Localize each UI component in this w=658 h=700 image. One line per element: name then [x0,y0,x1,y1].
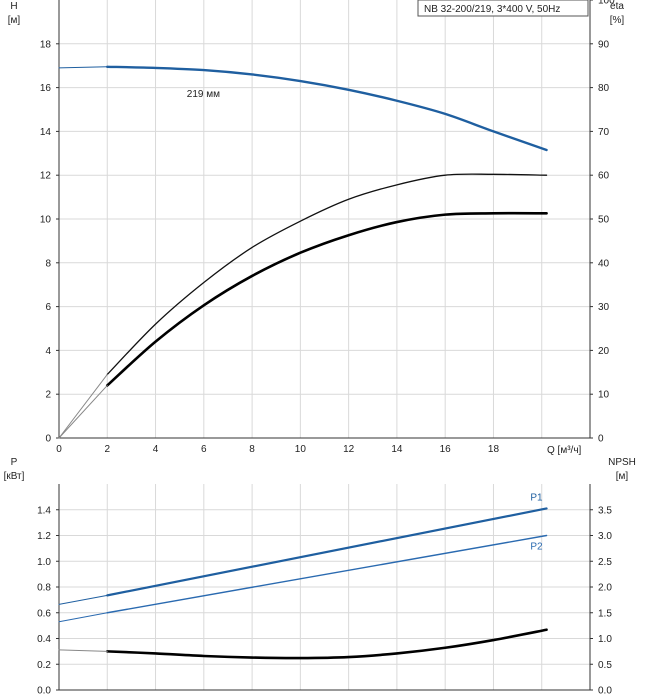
left-tick-label: 1.2 [37,531,51,542]
series-layer [58,65,548,660]
series-head [106,65,548,152]
chart-title: NB 32-200/219, 3*400 V, 50Hz [424,4,560,15]
left-tick-label: 0 [45,434,51,445]
power-axis-unit: [кВт] [4,471,25,482]
right-tick-label: 50 [598,215,610,226]
chart-title-box: NB 32-200/219, 3*400 V, 50Hz [417,0,589,17]
x-tick-label: 16 [440,444,452,455]
npsh-axis-unit: [м] [616,471,629,482]
left-tick-label: 0.6 [37,608,51,619]
axes-layer [56,0,593,691]
eta-axis-title: eta [610,1,624,12]
series-P2-extension [58,612,108,623]
series-eta-pump [106,173,548,376]
x-tick-label: 10 [295,444,307,455]
x-tick-label: 0 [56,444,62,455]
left-tick-label: 4 [45,346,51,357]
series-NPSH-extension [58,649,108,652]
head-axis-title: H [10,1,17,12]
left-tick-label: 0.0 [37,686,51,697]
right-tick-label: 10 [598,390,610,401]
left-tick-label: 14 [40,127,52,138]
grid-layer [58,0,590,691]
left-tick-label: 0.4 [37,634,51,645]
left-tick-label: 2 [45,390,51,401]
right-tick-label: 60 [598,171,610,182]
labels-layer: 0 2 4 6 8 10 12 14 16 18 0 10 20 30 40 50 60 70 80 90 100 0 2 4… [37,0,615,697]
power-axis-title: P [11,457,18,468]
x-tick-label: 8 [249,444,255,455]
left-tick-label: 12 [40,171,52,182]
right-tick-label: 80 [598,83,610,94]
right-tick-label: 3.0 [598,531,612,542]
left-tick-label: 1.0 [37,557,51,568]
npsh-axis-title: NPSH [608,457,636,468]
x-tick-label: 18 [488,444,500,455]
x-tick-label: 2 [104,444,110,455]
left-tick-label: 0.8 [37,583,51,594]
x-tick-label: 4 [153,444,159,455]
right-tick-label: 0.0 [598,686,612,697]
left-tick-label: 6 [45,302,51,313]
left-tick-label: 0.2 [37,660,51,671]
right-tick-label: 90 [598,39,610,50]
series-head-extension [58,66,108,69]
series-eta-pump-extension [58,373,108,439]
right-tick-label: 2.0 [598,583,612,594]
series-P1 [106,507,548,597]
right-tick-label: 2.5 [598,557,612,568]
right-tick-label: 40 [598,258,610,269]
head-axis-unit: [м] [8,15,21,26]
right-tick-label: 30 [598,302,610,313]
x-tick-label: 12 [343,444,355,455]
curve-label-219: 219 мм [187,89,220,100]
series-eta-total [105,211,548,387]
right-tick-label: 3.5 [598,505,612,516]
left-tick-label: 16 [40,83,52,94]
series-P2 [106,534,548,614]
series-NPSH [105,628,548,660]
right-tick-label: 0 [598,434,604,445]
series-P1-extension [58,594,108,605]
right-tick-label: 70 [598,127,610,138]
flow-axis-title: Q [м³/ч] [547,445,582,456]
series-label-P2: P2 [530,542,543,553]
right-tick-label: 1.5 [598,608,612,619]
right-tick-label: 0.5 [598,660,612,671]
right-tick-label: 20 [598,346,610,357]
left-tick-label: 1.4 [37,505,51,516]
right-tick-label: 100 [598,0,615,7]
eta-axis-unit: [%] [610,15,625,26]
left-tick-label: 18 [40,39,52,50]
x-tick-label: 14 [391,444,403,455]
x-tick-label: 6 [201,444,207,455]
right-tick-label: 1.0 [598,634,612,645]
left-tick-label: 8 [45,258,51,269]
series-label-P1: P1 [530,492,543,503]
left-tick-label: 10 [40,215,52,226]
series-eta-total-extension [58,384,108,439]
